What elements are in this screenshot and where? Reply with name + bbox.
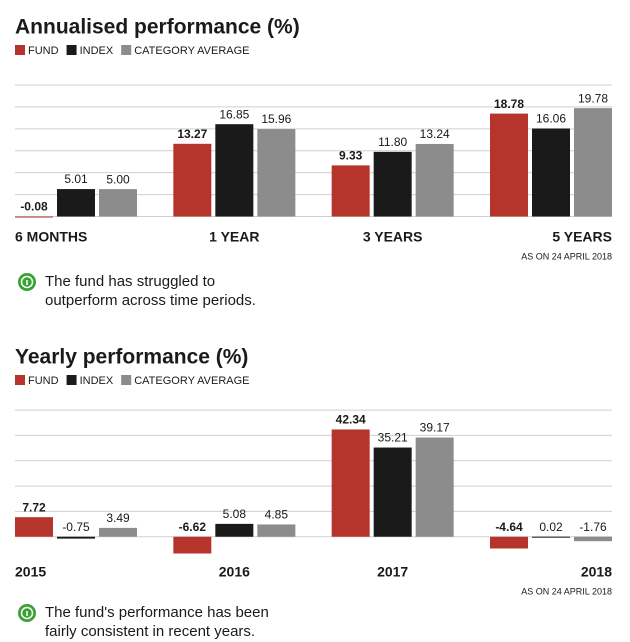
legend-label: CATEGORY AVERAGE bbox=[134, 375, 249, 387]
value-label: -6.62 bbox=[179, 520, 207, 534]
x-tick-label: 3 YEARS bbox=[363, 229, 423, 245]
value-label: 0.02 bbox=[539, 520, 563, 534]
value-label: 16.85 bbox=[219, 107, 249, 121]
value-label: 4.85 bbox=[265, 508, 289, 522]
bar bbox=[415, 437, 454, 537]
legend-label: INDEX bbox=[80, 375, 114, 387]
bar bbox=[57, 189, 95, 217]
legend-swatch bbox=[121, 375, 132, 385]
value-label: -1.76 bbox=[579, 520, 607, 534]
legend-swatch bbox=[15, 45, 25, 55]
legend-swatch bbox=[66, 45, 77, 55]
value-label: 7.72 bbox=[22, 500, 46, 514]
x-tick-label: 2016 bbox=[219, 564, 250, 580]
value-label: 11.80 bbox=[378, 135, 407, 149]
value-label: 15.96 bbox=[261, 112, 291, 126]
legend-label: INDEX bbox=[80, 45, 114, 57]
value-label: -4.64 bbox=[495, 520, 523, 534]
bar bbox=[99, 189, 137, 217]
value-label: 3.49 bbox=[106, 511, 130, 525]
value-label: 5.01 bbox=[64, 172, 88, 186]
value-label: 42.34 bbox=[336, 413, 366, 427]
bar bbox=[574, 536, 612, 542]
x-tick-label: 5 YEARS bbox=[552, 229, 612, 245]
bar bbox=[331, 165, 370, 217]
value-label: 39.17 bbox=[420, 421, 450, 435]
legend-swatch bbox=[15, 375, 25, 385]
bar bbox=[373, 447, 412, 537]
chart-title: Yearly performance (%) bbox=[15, 346, 248, 369]
legend-label: FUND bbox=[28, 375, 59, 387]
note-icon-inner bbox=[20, 606, 34, 620]
x-tick-label: 2017 bbox=[377, 564, 408, 580]
bar bbox=[373, 151, 412, 217]
x-tick-label: 2018 bbox=[581, 564, 612, 580]
note-text: The fund's performance has been bbox=[45, 604, 269, 621]
bar bbox=[15, 216, 53, 218]
bar bbox=[532, 536, 570, 538]
bar bbox=[415, 143, 454, 217]
legend-label: CATEGORY AVERAGE bbox=[134, 45, 249, 57]
chart-title: Annualised performance (%) bbox=[15, 16, 300, 39]
legend-label: FUND bbox=[28, 45, 59, 57]
bar bbox=[257, 129, 296, 217]
x-tick-label: 6 MONTHS bbox=[15, 229, 87, 245]
bar bbox=[173, 536, 212, 554]
bar bbox=[574, 108, 612, 217]
note-text: The fund has struggled to bbox=[45, 273, 215, 290]
note-icon-inner bbox=[20, 275, 34, 289]
legend-swatch bbox=[66, 375, 77, 385]
annotation: AS ON 24 APRIL 2018 bbox=[521, 586, 612, 596]
value-label: 5.00 bbox=[106, 172, 130, 186]
value-label: 18.78 bbox=[494, 97, 524, 111]
note-text: fairly consistent in recent years. bbox=[45, 623, 255, 640]
bar bbox=[215, 523, 254, 537]
legend-swatch bbox=[121, 45, 132, 55]
x-tick-label: 1 YEAR bbox=[209, 229, 259, 245]
value-label: 9.33 bbox=[339, 149, 363, 163]
bar bbox=[331, 429, 370, 537]
annotation: AS ON 24 APRIL 2018 bbox=[521, 251, 612, 261]
bar bbox=[257, 524, 296, 537]
value-label: 13.27 bbox=[177, 127, 207, 141]
note-text: outperform across time periods. bbox=[45, 292, 256, 309]
x-tick-label: 2015 bbox=[15, 564, 46, 580]
bar bbox=[57, 536, 95, 539]
value-label: 19.78 bbox=[578, 91, 608, 105]
bar bbox=[490, 113, 528, 217]
value-label: -0.75 bbox=[62, 520, 90, 534]
bar bbox=[532, 128, 570, 217]
value-label: -0.08 bbox=[20, 200, 48, 214]
value-label: 5.08 bbox=[223, 507, 247, 521]
bar bbox=[15, 517, 53, 537]
value-label: 16.06 bbox=[536, 112, 566, 126]
bar bbox=[215, 124, 254, 217]
bar bbox=[490, 536, 528, 549]
value-label: 13.24 bbox=[420, 127, 450, 141]
bar bbox=[99, 527, 137, 537]
value-label: 35.21 bbox=[378, 431, 408, 445]
bar bbox=[173, 143, 212, 217]
